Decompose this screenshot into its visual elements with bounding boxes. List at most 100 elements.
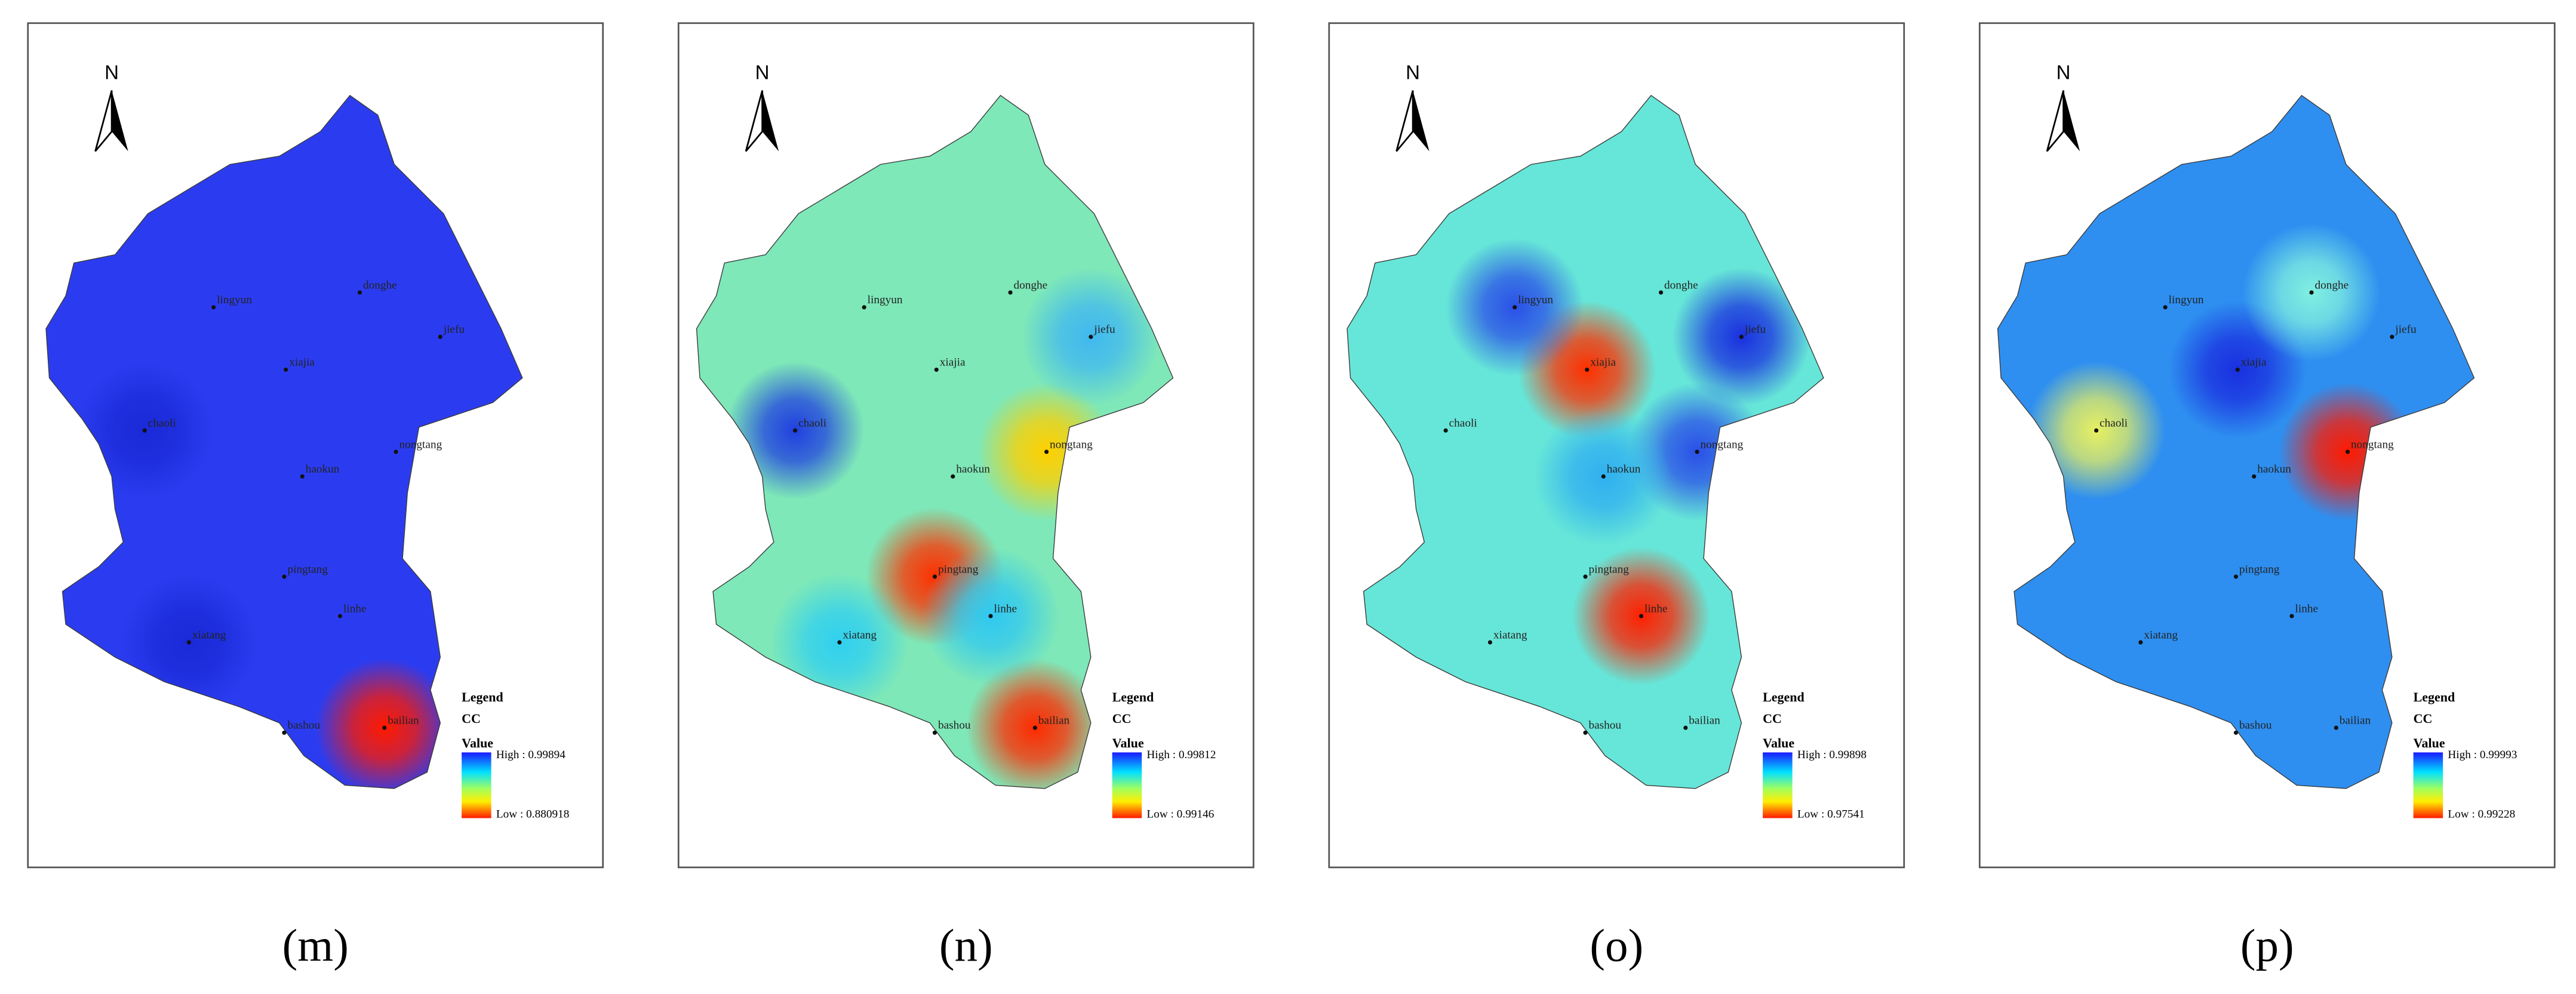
panel: lingyun donghe jiefu xiajia chaoli nongtang ha… xyxy=(677,22,1255,971)
station-label: xiajia xyxy=(289,356,315,369)
legend-title: Legend xyxy=(1112,690,1154,704)
station-dot xyxy=(357,290,362,295)
station-dot xyxy=(282,574,287,579)
station-dot xyxy=(382,725,387,730)
station-label: nongtang xyxy=(1701,438,1744,451)
station-label: lingyun xyxy=(1518,294,1553,306)
legend-ramp xyxy=(1112,752,1142,818)
station-label: xiatang xyxy=(2144,629,2178,641)
legend-low: Low : 0.97541 xyxy=(1797,808,1865,820)
station-label: bashou xyxy=(1588,719,1621,732)
station-label: lingyun xyxy=(217,294,252,306)
station-label: chaoli xyxy=(148,417,176,429)
station-dot xyxy=(1585,367,1590,372)
legend-value: Value xyxy=(2414,736,2445,750)
station-label: xiajia xyxy=(2241,356,2267,369)
legend-field: CC xyxy=(2414,711,2433,726)
station-dot xyxy=(1443,428,1448,433)
map-outline xyxy=(45,94,523,789)
station-dot xyxy=(300,474,305,479)
station-label: bailian xyxy=(1689,714,1720,727)
station-label: jiefu xyxy=(1744,324,1766,336)
station-dot xyxy=(1658,290,1664,295)
north-label: N xyxy=(755,61,770,83)
station-label: pingtang xyxy=(938,563,979,576)
legend-ramp xyxy=(1763,752,1793,818)
station-label: bailian xyxy=(2340,714,2371,727)
station-label: haokun xyxy=(306,463,340,476)
station-dot xyxy=(2138,640,2143,645)
station-label: donghe xyxy=(1664,279,1698,291)
station-dot xyxy=(284,367,288,372)
station-dot xyxy=(2235,367,2240,372)
station-label: jiefu xyxy=(1093,324,1115,336)
map-outline xyxy=(1997,94,2475,789)
station-dot xyxy=(1513,305,1517,310)
station-label: xiajia xyxy=(1590,356,1616,369)
panel-caption: (p) xyxy=(2240,920,2294,971)
station-dot xyxy=(1601,474,1606,479)
station-label: nongtang xyxy=(2351,438,2394,451)
legend-high: High : 0.99993 xyxy=(2448,749,2517,761)
panel-caption: (n) xyxy=(939,920,993,971)
legend-ramp xyxy=(462,752,491,818)
station-label: donghe xyxy=(363,279,397,291)
panel: lingyun donghe jiefu xiajia chaoli nongtang ha… xyxy=(1328,22,1905,971)
station-dot xyxy=(2094,428,2099,433)
station-label: bashou xyxy=(2239,719,2272,732)
station-label: linhe xyxy=(343,602,367,615)
panel-caption: (m) xyxy=(282,920,349,971)
station-dot xyxy=(2233,730,2239,735)
station-label: nongtang xyxy=(1050,438,1093,451)
legend-value: Value xyxy=(1112,736,1144,750)
legend-low: Low : 0.880918 xyxy=(496,808,569,820)
map-outline xyxy=(1347,94,1824,789)
station-label: linhe xyxy=(1644,602,1668,615)
north-label: N xyxy=(104,61,119,83)
station-dot xyxy=(862,305,866,310)
station-dot xyxy=(2163,305,2168,310)
station-label: xiajia xyxy=(940,356,966,369)
station-label: donghe xyxy=(1014,279,1048,291)
station-dot xyxy=(951,474,955,479)
station-label: haokun xyxy=(956,463,990,476)
station-dot xyxy=(1487,640,1492,645)
station-dot xyxy=(1683,725,1688,730)
legend-high: High : 0.99898 xyxy=(1797,749,1867,761)
panel-caption: (o) xyxy=(1590,920,1643,971)
station-label: pingtang xyxy=(1588,563,1629,576)
station-dot xyxy=(1739,334,1744,339)
north-arrow xyxy=(112,90,128,152)
station-dot xyxy=(282,730,287,735)
legend-high: High : 0.99894 xyxy=(496,749,565,761)
station-dot xyxy=(2345,450,2350,454)
station-label: xiatang xyxy=(843,629,877,641)
legend-low: Low : 0.99146 xyxy=(1146,808,1214,820)
north-arrow xyxy=(1395,90,1414,152)
station-label: xiatang xyxy=(192,629,226,641)
north-label: N xyxy=(1406,61,1420,83)
station-dot xyxy=(2334,725,2338,730)
map-outline xyxy=(696,94,1174,789)
station-label: bailian xyxy=(1038,714,1070,727)
station-label: pingtang xyxy=(2239,563,2280,576)
legend-field: CC xyxy=(1763,711,1782,726)
legend-value: Value xyxy=(1763,736,1794,750)
station-label: linhe xyxy=(994,602,1018,615)
station-dot xyxy=(932,730,937,735)
station-label: chaoli xyxy=(1449,417,1477,429)
legend-title: Legend xyxy=(462,690,503,704)
north-arrow xyxy=(1413,90,1430,152)
station-dot xyxy=(2252,474,2257,479)
north-arrow xyxy=(94,90,113,152)
station-label: pingtang xyxy=(287,563,328,576)
station-dot xyxy=(1032,725,1037,730)
station-dot xyxy=(1695,450,1699,454)
station-dot xyxy=(1583,574,1588,579)
station-label: haokun xyxy=(2257,463,2291,476)
legend-title: Legend xyxy=(1763,690,1805,704)
legend-value: Value xyxy=(462,736,493,750)
station-label: bashou xyxy=(938,719,971,732)
